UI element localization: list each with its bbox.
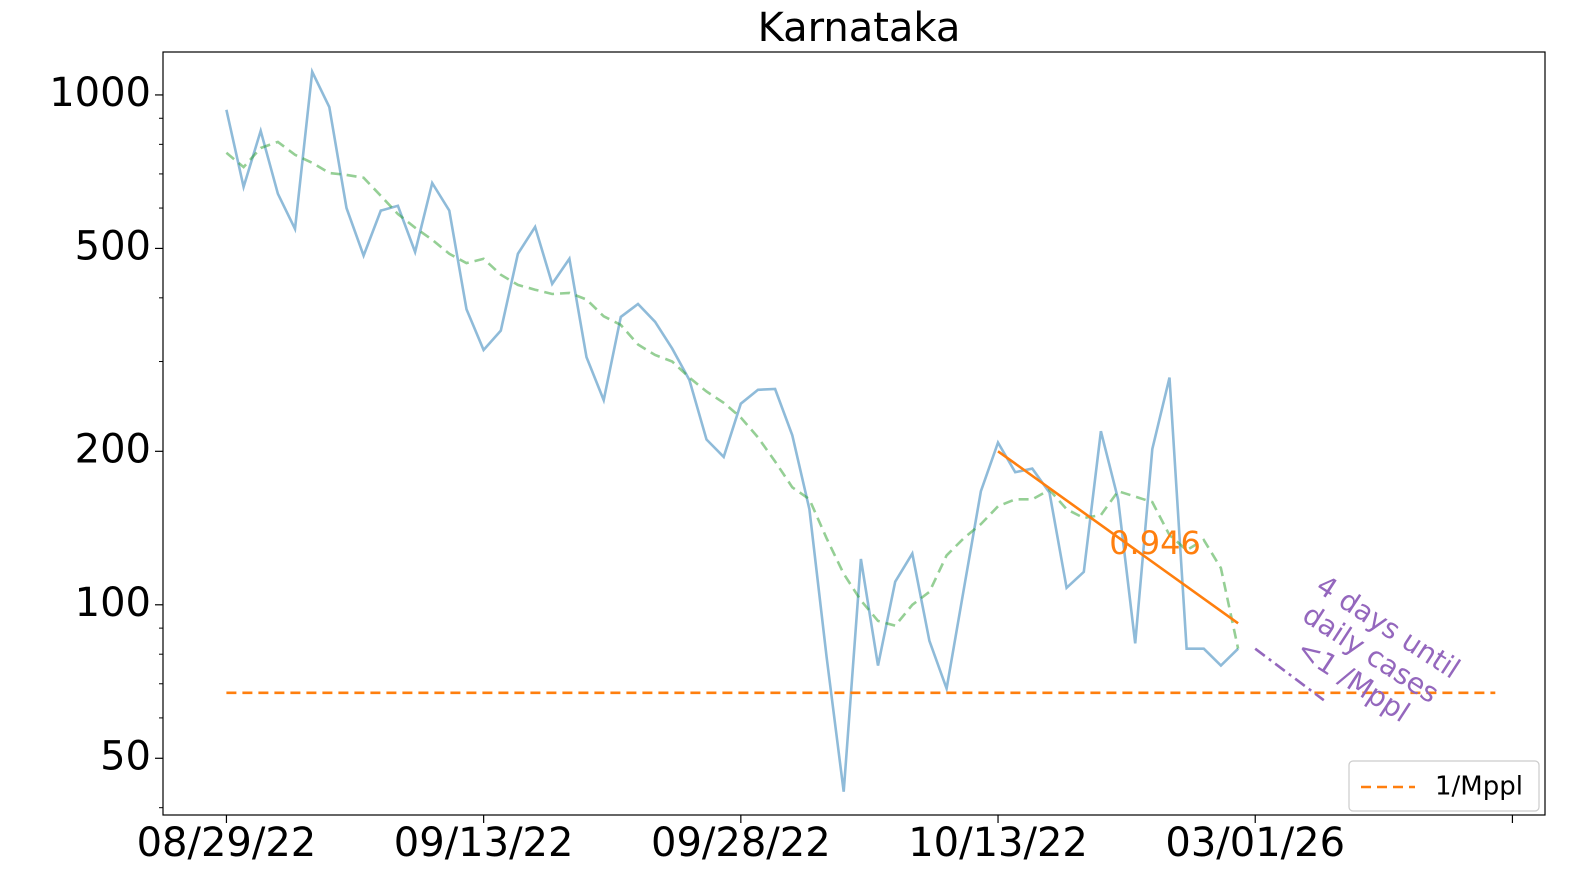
x-tick-label: 08/29/22 xyxy=(137,820,317,866)
x-tick-label: 09/28/22 xyxy=(651,820,831,866)
series-line xyxy=(225,67,1240,792)
x-tick-label: 10/13/22 xyxy=(908,820,1088,866)
x-tick-label: 09/13/22 xyxy=(394,820,574,866)
y-tick-label: 500 xyxy=(75,223,151,269)
plot-frame xyxy=(162,51,1546,816)
y-tick-label: 200 xyxy=(75,426,151,472)
x-tick-label: 03/01/26 xyxy=(1165,820,1345,866)
chart-title: Karnataka xyxy=(758,5,961,51)
y-tick-label: 1000 xyxy=(49,70,151,116)
y-tick-label: 100 xyxy=(75,580,151,626)
series-line xyxy=(225,140,1240,649)
series-line xyxy=(1254,647,1325,702)
legend-label: 1/Mppl xyxy=(1435,772,1523,802)
legend-box xyxy=(1348,760,1540,812)
fit-label: 0.946 xyxy=(1109,524,1201,562)
series-line xyxy=(997,450,1239,625)
y-tick-label: 50 xyxy=(100,733,151,779)
